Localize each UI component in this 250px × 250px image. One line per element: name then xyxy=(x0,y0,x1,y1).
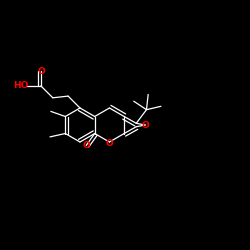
Text: HO: HO xyxy=(13,82,29,90)
Text: O: O xyxy=(37,67,45,76)
Text: O: O xyxy=(141,120,149,130)
Text: O: O xyxy=(82,141,90,150)
Text: O: O xyxy=(106,139,113,148)
